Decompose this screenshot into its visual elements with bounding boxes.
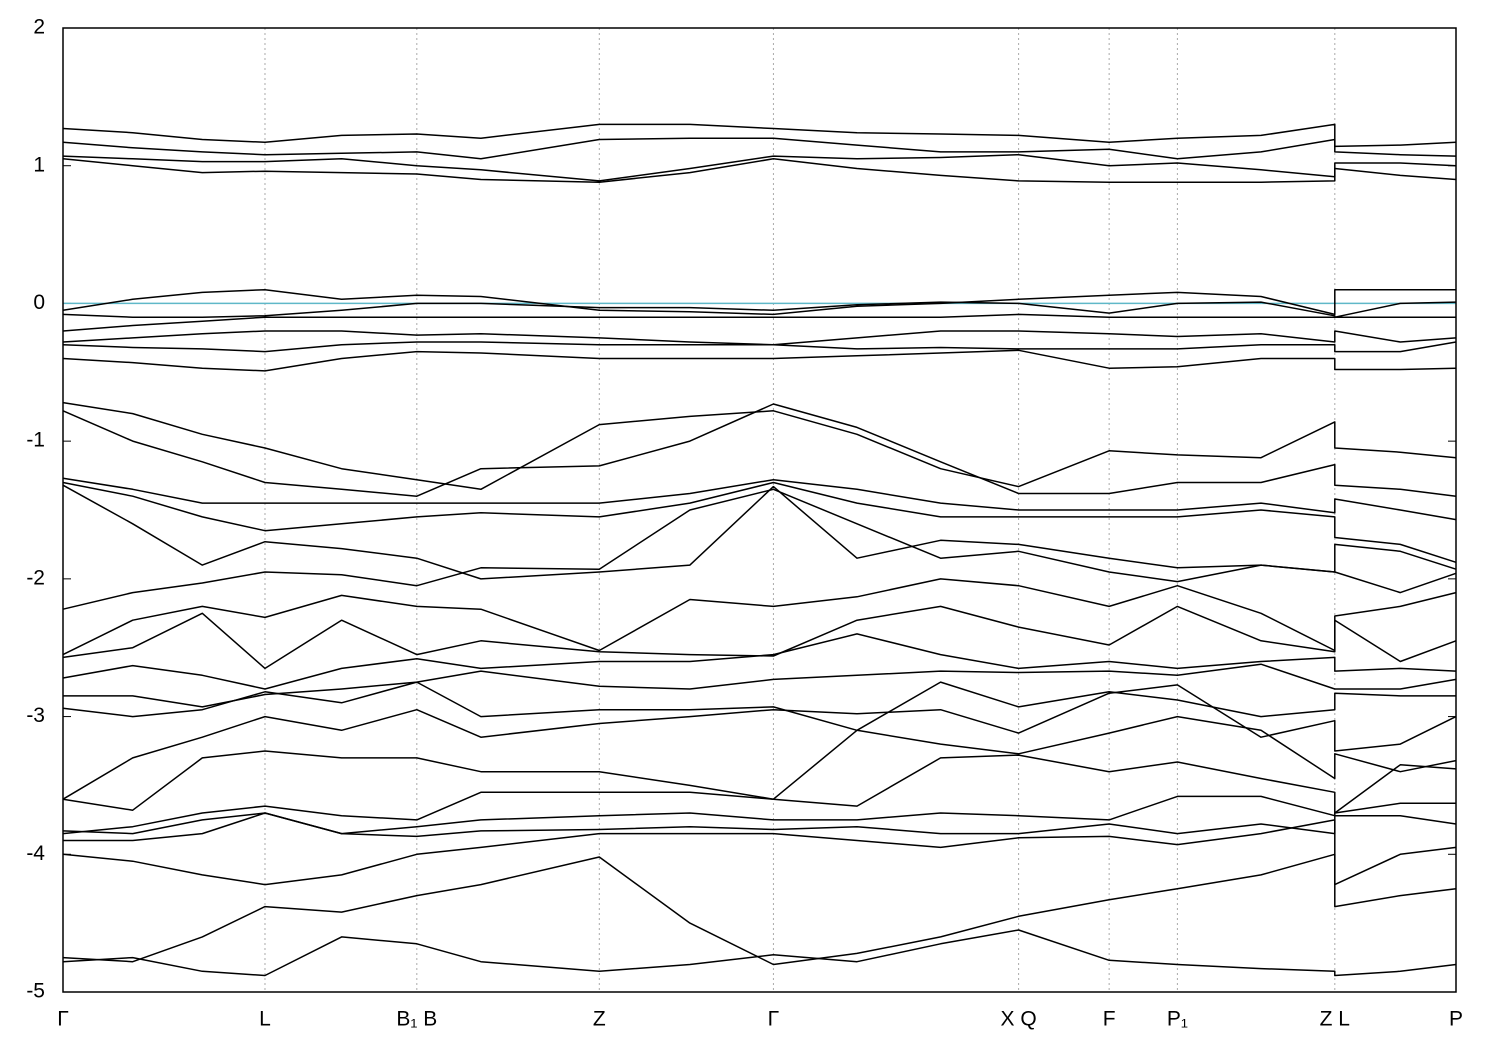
band-line — [62, 301, 1457, 318]
y-tick-label: -2 — [26, 566, 45, 589]
x-tick-label: P₁ — [1167, 1008, 1188, 1031]
x-tick-label: Z — [593, 1008, 606, 1031]
band-line — [62, 477, 1457, 521]
band-line — [62, 853, 1457, 966]
x-tick-label: F — [1103, 1008, 1116, 1031]
band-line — [62, 403, 1457, 497]
band-line — [62, 819, 1457, 886]
band-line — [62, 578, 1457, 656]
band-line — [62, 137, 1457, 160]
band-line — [62, 754, 1457, 835]
band-line — [62, 330, 1457, 346]
plot-frame — [62, 27, 1457, 993]
band-line — [62, 123, 1457, 148]
band-line — [62, 313, 1456, 332]
y-tick-label: -5 — [26, 980, 45, 1003]
band-line — [62, 605, 1457, 670]
band-line — [62, 488, 1457, 610]
y-tick-label: -3 — [26, 704, 45, 727]
band-line — [62, 401, 1457, 491]
band-line — [62, 158, 1457, 183]
y-tick-label: 2 — [33, 16, 45, 39]
y-tick-label: 0 — [33, 291, 45, 314]
band-line — [62, 681, 1456, 732]
x-tick-label: P — [1449, 1008, 1463, 1031]
band-line — [62, 481, 1457, 564]
band-line — [62, 929, 1457, 977]
y-tick-label: -4 — [26, 842, 45, 865]
y-tick-label: 1 — [33, 153, 45, 176]
band-line — [62, 633, 1457, 690]
band-line — [62, 153, 1457, 182]
x-tick-label: X Q — [1001, 1008, 1037, 1031]
band-line — [62, 349, 1457, 372]
x-tick-label: B₁ B — [396, 1008, 437, 1031]
band-line — [62, 288, 1456, 316]
band-line — [63, 663, 1457, 708]
y-tick-label: -1 — [26, 429, 45, 452]
band-line — [62, 484, 1457, 580]
x-tick-label: L — [259, 1008, 271, 1031]
band-line — [62, 341, 1457, 353]
band-line — [62, 715, 1457, 811]
x-tick-label: Γ — [768, 1008, 780, 1031]
x-tick-label: Γ — [57, 1008, 69, 1031]
band-line — [63, 812, 1457, 842]
band-line — [62, 684, 1457, 800]
x-tick-label: Z L — [1320, 1008, 1350, 1031]
